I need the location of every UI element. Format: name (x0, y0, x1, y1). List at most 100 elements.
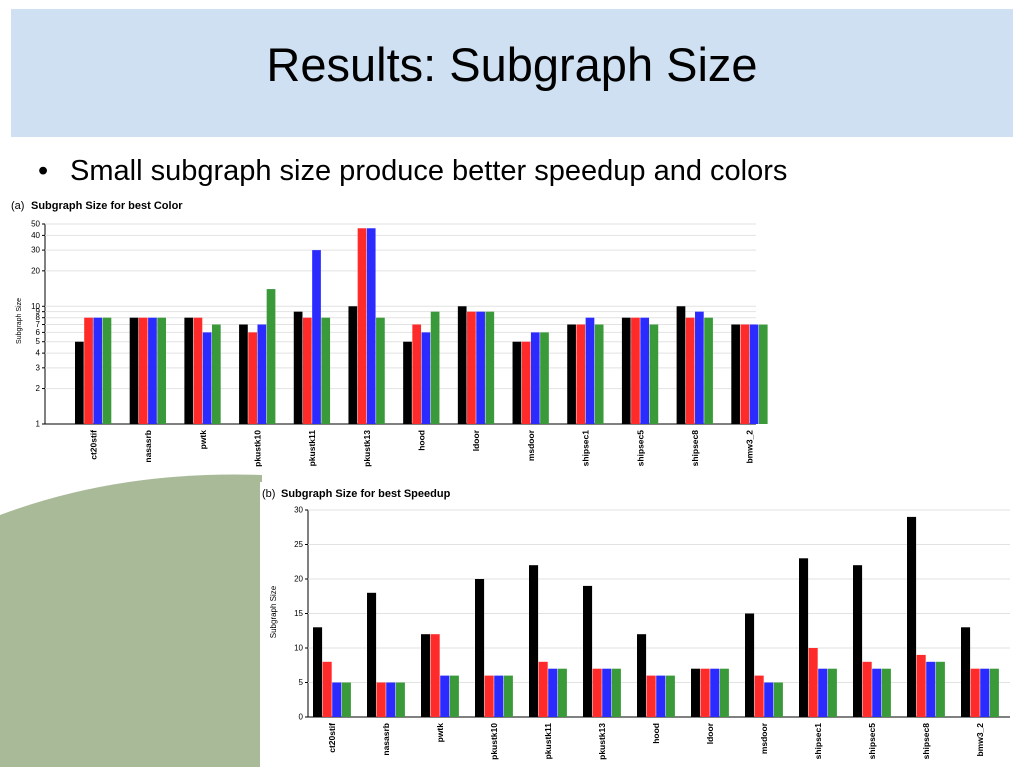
a-y-tick-label: 9 (36, 307, 41, 316)
a-y-tick-label: 7 (36, 320, 41, 329)
chart-a-x-labels: ct20stif nasasrb pwtk pkustk10 pkustk11 pkust… (88, 429, 754, 467)
a-y-tick-label: 40 (31, 231, 40, 240)
a-y-tick-label: 3 (36, 363, 41, 372)
a-bar (749, 324, 759, 424)
a-bar (685, 317, 695, 424)
a-x-tick-label: ldoor (471, 429, 481, 451)
a-bar (366, 228, 376, 424)
b-bar (583, 585, 593, 717)
b-bar (970, 668, 980, 717)
a-y-tick-label: 50 (31, 220, 40, 229)
b-x-tick-label: pkustk11 (543, 723, 553, 760)
b-bar (475, 579, 485, 717)
a-bar (102, 317, 112, 424)
a-bar (758, 324, 768, 424)
chart-b-bars (313, 516, 999, 717)
b-y-tick-label: 30 (294, 506, 303, 515)
a-y-tick-label: 30 (31, 246, 40, 255)
title-bar: Results: Subgraph Size (11, 9, 1013, 137)
chart-a-title: Subgraph Size for best Color (31, 200, 183, 212)
b-bar (935, 661, 945, 717)
b-bar (799, 558, 809, 717)
b-y-tick-label: 15 (294, 609, 303, 618)
a-y-tick-label: 6 (36, 328, 41, 337)
b-bar (602, 668, 612, 717)
chart-a-ylabel: Subgraph Size (16, 298, 23, 344)
b-bar (961, 627, 971, 717)
b-bar (484, 675, 494, 717)
b-bar (611, 668, 621, 717)
a-x-tick-label: hood (417, 430, 427, 451)
b-y-tick-label: 10 (294, 644, 303, 653)
a-x-tick-label: pkustk10 (252, 430, 262, 467)
a-y-tick-label: 5 (36, 337, 41, 346)
b-bar (700, 668, 710, 717)
b-x-tick-label: nasasrb (381, 723, 391, 756)
a-bar (302, 317, 312, 424)
a-bar (412, 324, 422, 424)
a-bar (312, 250, 321, 424)
a-bar (621, 317, 631, 424)
chart-b-panel-label: (b) (262, 488, 275, 500)
b-bar (773, 682, 783, 717)
a-bar (594, 324, 604, 424)
b-bar (980, 668, 990, 717)
b-x-tick-label: bmw3_2 (975, 723, 985, 757)
a-bar (540, 332, 549, 424)
a-x-tick-label: shipsec8 (690, 430, 700, 467)
chart-a-bars (75, 228, 768, 424)
b-bar (376, 682, 386, 717)
b-x-tick-label: shipsec1 (813, 723, 823, 760)
a-bar (457, 306, 467, 424)
chart-b-ylabel: Subgraph Size (269, 585, 278, 638)
b-bar (395, 682, 405, 717)
a-bar (348, 306, 358, 424)
b-bar (313, 627, 323, 717)
a-bar (129, 317, 139, 424)
a-bar (357, 228, 367, 424)
a-y-tick-label: 20 (31, 266, 40, 275)
b-bar (872, 668, 882, 717)
b-bar (862, 661, 872, 717)
b-bar (503, 675, 513, 717)
b-bar (656, 675, 666, 717)
a-bar (731, 324, 741, 424)
a-bar (148, 317, 157, 424)
chart-b-title: Subgraph Size for best Speedup (281, 488, 451, 500)
a-bar (157, 317, 166, 424)
b-bar (538, 661, 548, 717)
b-bar (818, 668, 828, 717)
a-x-tick-label: nasasrb (143, 430, 153, 463)
a-bar (576, 324, 586, 424)
a-x-tick-label: shipsec1 (581, 430, 591, 467)
a-x-tick-label: pkustk11 (307, 430, 317, 467)
a-y-tick-label: 1 (36, 420, 41, 429)
b-x-tick-label: shipsec8 (921, 723, 931, 760)
b-bar (907, 516, 917, 717)
b-bar (827, 668, 837, 717)
b-bar (808, 648, 818, 717)
chart-b-y-ticks: 0 5 10 15 20 25 30 (294, 506, 303, 722)
a-bar (376, 317, 385, 424)
b-bar (764, 682, 774, 717)
b-bar (341, 682, 351, 717)
a-bar (257, 324, 267, 424)
a-bar (640, 317, 650, 424)
a-y-tick-label: 4 (36, 349, 41, 358)
b-bar (665, 675, 675, 717)
b-x-tick-label: hood (651, 723, 661, 744)
b-bar (592, 668, 602, 717)
a-bar (530, 332, 540, 424)
b-bar (367, 592, 377, 717)
b-bar (881, 668, 891, 717)
bullet-item: • Small subgraph size produce better spee… (38, 155, 787, 188)
chart-b-background (260, 482, 1023, 767)
a-bar (740, 324, 750, 424)
b-bar (449, 675, 459, 717)
a-bar (403, 341, 412, 424)
a-bar (138, 317, 148, 424)
a-bar (649, 324, 659, 424)
chart-b-x-labels: ct20stif nasasrb pwtk pkustk10 pkustk11 pkust… (327, 722, 985, 760)
a-bar (93, 317, 103, 424)
b-bar (529, 565, 539, 717)
